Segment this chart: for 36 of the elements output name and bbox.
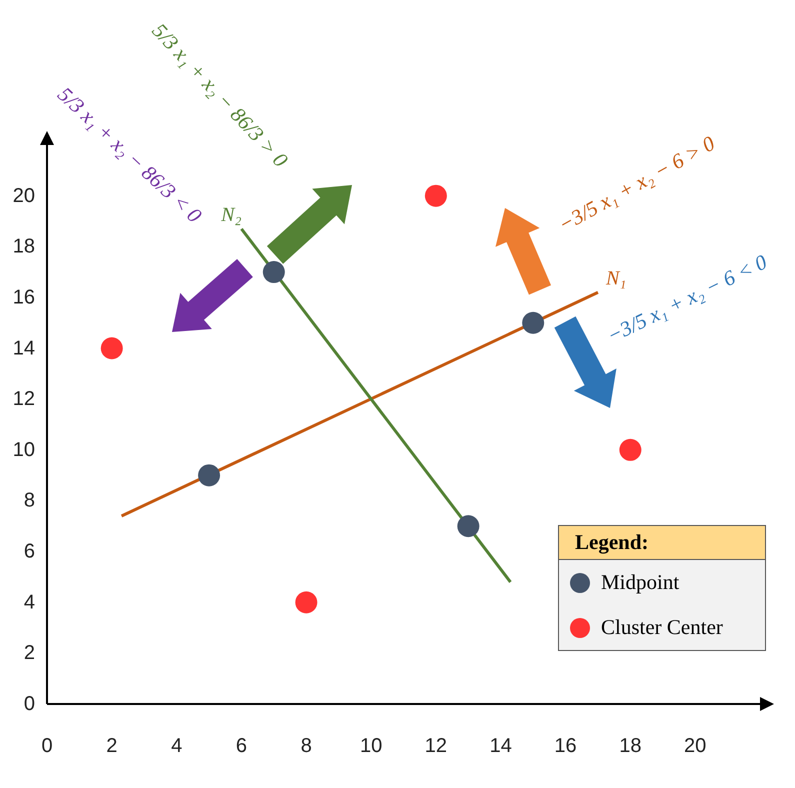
x-tick-label: 14 [490,735,512,757]
y-tick-label: 2 [24,642,35,664]
point [424,184,447,207]
y-tick-label: 20 [12,184,35,207]
series-label: N₁ [604,267,626,290]
x-tick-label: 2 [106,735,118,757]
point [262,261,285,284]
x-tick-label: 0 [41,735,53,757]
y-tick-label: 16 [12,286,35,308]
point [522,312,544,334]
y-tick-label: 18 [12,236,35,258]
annotation: −3/5 x₁ + x₂ − 6 > 0 [554,130,720,237]
y-tick-label: 4 [24,591,35,614]
y-tick-label: 6 [24,540,35,563]
legend-label: Cluster Center [601,615,723,640]
x-tick-label: 6 [236,735,248,757]
point [295,591,318,614]
x-tick-label: 10 [360,735,382,757]
series-label: N₂ [220,204,242,226]
point [100,337,123,360]
y-tick-label: 0 [24,693,35,715]
x-tick-label: 18 [619,735,642,757]
y-tick-label: 12 [12,388,35,410]
point [619,438,642,461]
y-tick-label: 14 [12,337,35,360]
x-tick-label: 8 [300,735,312,757]
legend-title: Legend: [559,526,765,560]
x-tick-label: 20 [684,735,706,757]
legend-label: Midpoint [601,570,680,595]
point [198,464,220,486]
y-tick-label: 10 [12,438,35,461]
x-tick-label: 16 [554,735,577,757]
x-tick-label: 12 [424,735,448,757]
point [457,515,480,538]
x-tick-label: 4 [171,735,182,757]
y-tick-label: 8 [24,490,35,512]
